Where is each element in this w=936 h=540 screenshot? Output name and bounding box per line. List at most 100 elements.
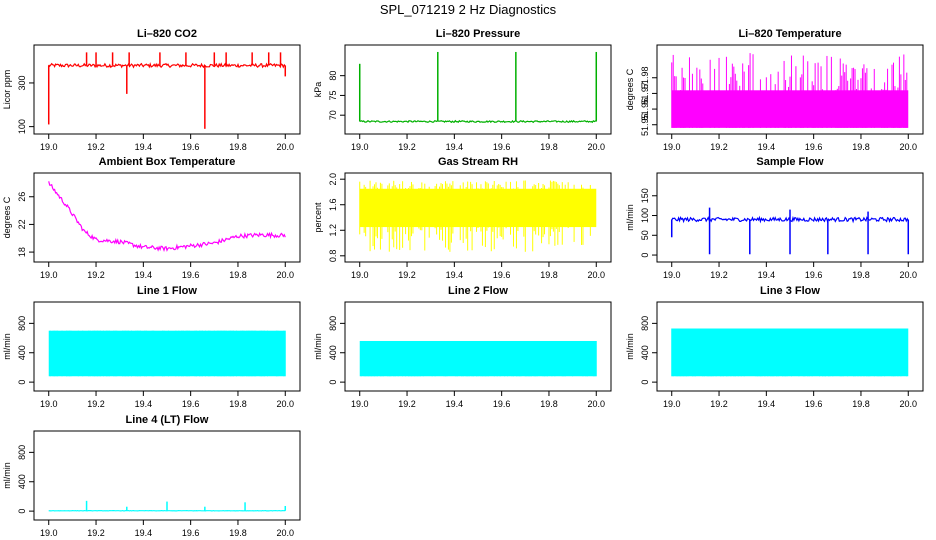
panel-title: Line 3 Flow (760, 285, 820, 297)
y-tick-label: 0 (640, 380, 650, 385)
x-tick-label: 19.0 (40, 270, 58, 280)
y-tick-label: 2.0 (328, 173, 338, 186)
x-tick-label: 19.8 (540, 399, 558, 409)
plot-frame (656, 301, 924, 392)
plot-frame (344, 172, 612, 263)
x-tick-label: 19.6 (182, 270, 200, 280)
x-tick-label: 19.6 (493, 142, 511, 152)
x-tick-label: 19.8 (540, 142, 558, 152)
x-tick-label: 19.2 (710, 142, 728, 152)
y-tick-label: 0 (328, 380, 338, 385)
x-tick-label: 19.8 (852, 399, 870, 409)
x-tick-label: 19.0 (663, 270, 681, 280)
y-tick-label: 100 (640, 208, 650, 223)
x-tick-label: 19.0 (40, 528, 58, 538)
x-tick-label: 19.8 (229, 528, 247, 538)
x-tick-label: 19.6 (805, 270, 823, 280)
x-tick-label: 19.2 (398, 270, 416, 280)
x-tick-label: 19.6 (805, 142, 823, 152)
x-tick-label: 19.2 (87, 399, 105, 409)
y-axis-label: percent (313, 202, 323, 233)
x-tick-label: 20.0 (900, 270, 918, 280)
y-tick-label: 51.98 (640, 66, 650, 89)
y-tick-label: 75 (328, 90, 338, 100)
y-tick-label: 18 (17, 247, 27, 257)
x-tick-label: 19.8 (852, 270, 870, 280)
y-tick-label: 1.6 (328, 198, 338, 211)
y-tick-label: 100 (17, 119, 27, 134)
x-tick-label: 19.2 (710, 270, 728, 280)
x-tick-label: 20.0 (900, 399, 918, 409)
y-tick-label: 70 (328, 110, 338, 120)
x-tick-label: 19.2 (87, 142, 105, 152)
x-tick-label: 19.0 (351, 399, 369, 409)
plot-frame (656, 44, 924, 135)
x-tick-label: 19.6 (182, 528, 200, 538)
x-tick-label: 19.6 (805, 399, 823, 409)
panel-5: Gas Stream RH percent 19.0 19.2 19.4 19.6 19.8… (313, 156, 612, 280)
x-tick-label: 19.4 (135, 270, 153, 280)
x-tick-label: 19.4 (446, 270, 464, 280)
plot-frame (33, 172, 301, 263)
y-tick-label: 22 (17, 219, 27, 229)
x-tick-label: 19.0 (663, 142, 681, 152)
x-tick-label: 19.4 (758, 270, 776, 280)
plot-frame (656, 172, 924, 263)
panel-3: Li–820 Temperature degrees C 19.0 19.2 19.4 1… (625, 28, 924, 152)
panel-4: Ambient Box Temperature degrees C 19.0 19.2… (2, 156, 301, 280)
y-axis-label: ml/min (2, 462, 12, 489)
x-tick-label: 20.0 (588, 399, 606, 409)
plot-frame (33, 430, 301, 521)
x-tick-label: 19.6 (493, 270, 511, 280)
x-tick-label: 19.2 (398, 142, 416, 152)
x-tick-label: 19.8 (229, 399, 247, 409)
x-tick-label: 19.4 (135, 399, 153, 409)
x-tick-label: 19.0 (663, 399, 681, 409)
x-tick-label: 19.8 (229, 270, 247, 280)
panel-8: Line 2 Flow ml/min 19.0 19.2 19.4 19.6 19.8 20.… (313, 285, 612, 409)
panel-title: Line 1 Flow (137, 285, 197, 297)
panel-7: Line 1 Flow ml/min 19.0 19.2 19.4 19.6 19.8 20.… (2, 285, 301, 409)
panel-title: Gas Stream RH (438, 156, 518, 168)
y-tick-label: 51.96 (640, 98, 650, 121)
y-axis-label: ml/min (625, 333, 635, 360)
x-tick-label: 19.4 (446, 399, 464, 409)
x-tick-label: 19.6 (493, 399, 511, 409)
x-tick-label: 19.6 (182, 142, 200, 152)
x-tick-label: 19.0 (351, 142, 369, 152)
y-tick-label: 300 (17, 75, 27, 90)
y-tick-label: 800 (17, 445, 27, 460)
panel-1: Li–820 CO2 Licor ppm 19.0 19.2 19.4 19.6 19.8 2… (2, 28, 301, 152)
y-axis-label: kPa (313, 82, 323, 98)
panel-title: Line 2 Flow (448, 285, 508, 297)
y-axis-label: degrees C (625, 68, 635, 110)
figure-title: SPL_071219 2 Hz Diagnostics (379, 2, 557, 17)
x-tick-label: 19.6 (182, 399, 200, 409)
y-tick-label: 150 (640, 188, 650, 203)
plot-frame (33, 301, 301, 392)
panel-9: Line 3 Flow ml/min 19.0 19.2 19.4 19.6 19.8 20.… (625, 285, 924, 409)
y-tick-label: 800 (328, 316, 338, 331)
y-tick-label: 400 (328, 345, 338, 360)
x-tick-label: 19.2 (87, 528, 105, 538)
x-tick-label: 20.0 (588, 142, 606, 152)
y-tick-label: 400 (17, 474, 27, 489)
y-tick-label: 0 (17, 509, 27, 514)
y-tick-label: 80 (328, 71, 338, 81)
y-tick-label: 400 (640, 345, 650, 360)
panel-10: Line 4 (LT) Flow ml/min 19.0 19.2 19.4 19.6 19… (2, 414, 301, 538)
panel-title: Sample Flow (756, 156, 824, 168)
x-tick-label: 20.0 (588, 270, 606, 280)
x-tick-label: 19.4 (135, 528, 153, 538)
y-tick-label: 51.97 (640, 82, 650, 105)
x-tick-label: 19.8 (540, 270, 558, 280)
x-tick-label: 19.0 (40, 142, 58, 152)
y-tick-label: 0.8 (328, 250, 338, 263)
series-line (359, 119, 597, 124)
plot-frame (344, 301, 612, 392)
x-tick-label: 20.0 (277, 528, 295, 538)
panel-6: Sample Flow ml/min 19.0 19.2 19.4 19.6 19.8 20.… (625, 156, 924, 280)
x-tick-label: 20.0 (277, 142, 295, 152)
x-tick-label: 20.0 (900, 142, 918, 152)
